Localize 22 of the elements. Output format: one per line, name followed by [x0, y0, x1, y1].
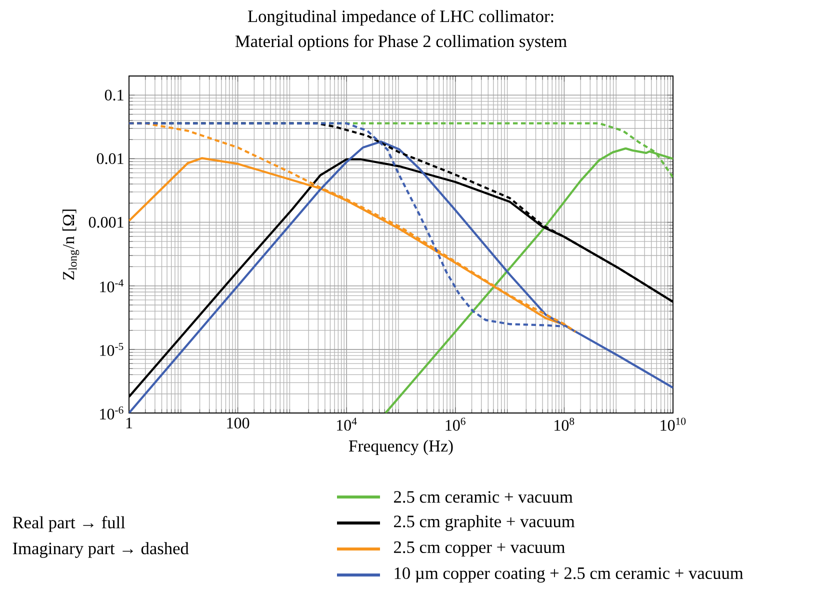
y-tick-label: 0.1: [104, 90, 124, 101]
x-tick-label: 10$^{8}$: [554, 418, 574, 431]
y-tick-label: 10$^{-6}$: [100, 406, 124, 420]
x-tick-label: 1: [126, 418, 132, 428]
x-axis-title: Frequency (Hz): [348, 440, 453, 456]
text: Imaginary part → dashed: [12, 542, 189, 558]
legend-label: 2.5 cm graphite + vacuum: [394, 515, 575, 531]
text: Real part → full: [12, 516, 126, 532]
y-tick-label: 0.001: [88, 216, 124, 228]
legend-label: 10 µm copper coating + 2.5 cm ceramic + vacuum: [394, 567, 744, 583]
legend-label: 2.5 cm ceramic + vacuum: [394, 491, 573, 503]
y-axis-title: Z$_{long}$/n [Ω]: [62, 210, 80, 280]
x-tick-label: 10$^{10}$: [660, 418, 686, 431]
y-tick-label: 10$^{-4}$: [100, 279, 124, 292]
chart-subtitle: Material options for Phase 2 collimation system: [235, 34, 567, 51]
x-tick-label: 100: [227, 418, 250, 428]
x-tick-label: 10$^{6}$: [446, 418, 466, 431]
legend-label: 2.5 cm copper + vacuum: [394, 541, 565, 557]
chart-title: Longitudinal impedance of LHC collimator:: [248, 10, 554, 26]
y-tick-label: 0.01: [96, 153, 124, 164]
y-tick-label: 10$^{-5}$: [100, 342, 124, 356]
x-tick-label: 10$^{4}$: [337, 418, 357, 431]
